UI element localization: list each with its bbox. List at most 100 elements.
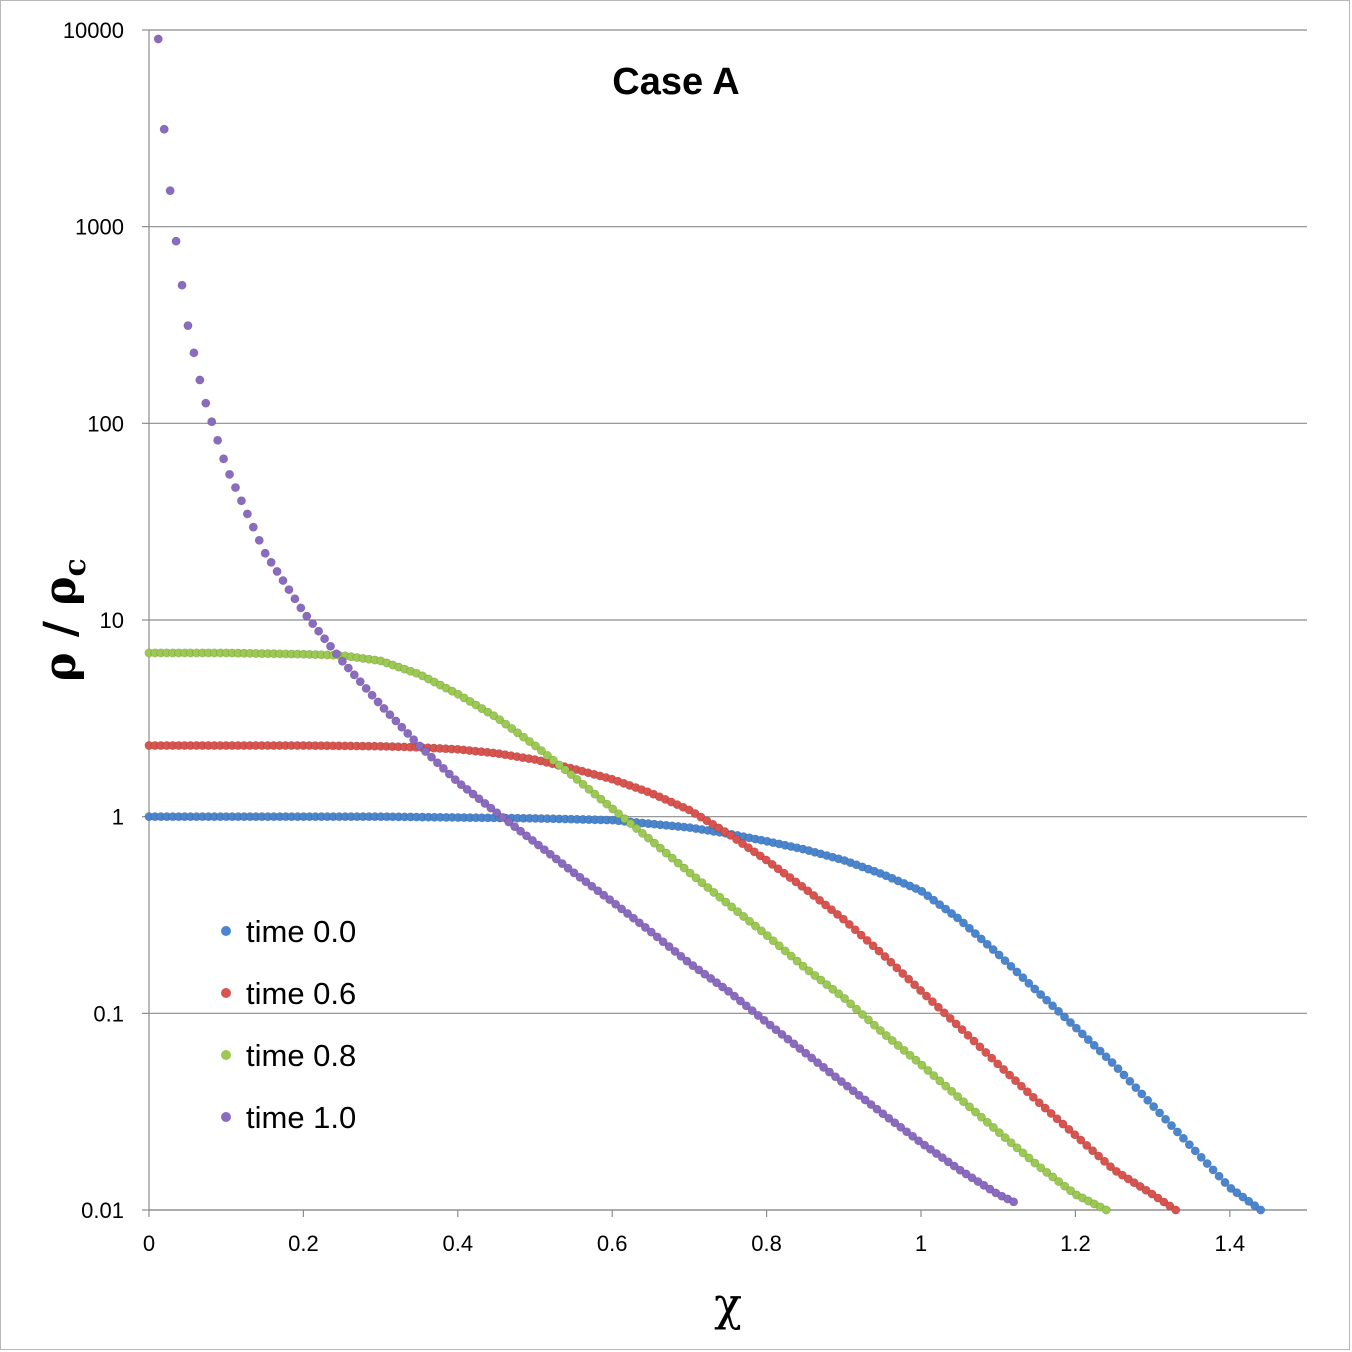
data-point [213,435,223,445]
data-point [557,859,567,869]
data-point [747,1006,757,1016]
x-tick-label: 1.2 [1060,1231,1091,1256]
data-point [165,186,175,196]
data-point [798,961,808,971]
data-point [987,1053,997,1063]
data-point [908,1131,918,1141]
data-point [664,942,674,952]
data-point [640,922,650,932]
data-point [533,840,543,850]
data-point [753,1011,763,1021]
data-point [830,1072,840,1082]
data-point [813,1058,823,1068]
data-point [1119,1070,1129,1080]
data-point [1048,1001,1058,1011]
legend-label: time 0.8 [246,1038,356,1073]
data-point [1018,973,1028,983]
data-point [1028,1092,1038,1102]
data-point [1009,1197,1019,1207]
data-point [970,1107,980,1117]
data-point [941,1081,951,1091]
data-point [706,973,716,983]
data-point [1232,1188,1242,1198]
data-point [599,890,609,900]
data-point [290,594,300,604]
data-point [911,1055,921,1065]
data-point [838,914,848,924]
data-point [1107,1058,1117,1068]
data-point [539,845,549,855]
data-point [887,1036,897,1046]
data-point [765,1020,775,1030]
data-point [507,723,517,733]
data-point [700,969,710,979]
data-point [953,1092,963,1102]
data-point [866,1100,876,1110]
data-point [1048,1172,1058,1182]
data-point [391,716,401,726]
data-point [432,758,442,768]
data-point [858,1010,868,1020]
data-point [1172,1127,1182,1137]
data-point [902,1127,912,1137]
data-point [361,683,371,693]
data-point [673,858,683,868]
data-point [709,887,719,897]
data-point [931,1149,941,1159]
data-point [828,984,838,994]
data-point [923,1065,933,1075]
data-point [638,828,648,838]
data-point [1113,1064,1123,1074]
data-point [1105,1162,1115,1172]
legend-marker [221,926,231,936]
data-point [976,934,986,944]
data-point [840,994,850,1004]
data-point [933,1002,943,1012]
data-point [729,991,739,1001]
data-point [945,1013,955,1023]
data-point [1125,1076,1135,1086]
data-point [947,1086,957,1096]
y-axis-label: ρ / ρc [35,558,93,682]
data-point [1250,1201,1260,1211]
data-point [720,827,730,837]
data-point [976,1112,986,1122]
data-point [649,838,659,848]
data-point [530,741,540,751]
data-point [385,710,395,720]
data-point [566,770,576,780]
data-point [1100,1156,1110,1166]
data-point [527,835,537,845]
x-tick-labels: 0 0.2 0.4 0.6 0.8 1 1.2 1.4 [143,1231,1245,1256]
data-point [1022,1087,1032,1097]
data-point [819,1062,829,1072]
data-point [964,923,974,933]
data-point [959,1097,969,1107]
y-tick-labels: 0.01 0.1 1 10 100 1000 10000 [63,18,124,1223]
data-point [1147,1189,1157,1199]
data-point [741,1001,751,1011]
data-point [1071,1023,1081,1033]
data-point [1161,1114,1171,1124]
data-point [884,1113,894,1123]
data-point [450,775,460,785]
data-point [718,982,728,992]
data-point [777,1029,787,1039]
data-point [201,398,211,408]
data-point [827,905,837,915]
data-point [970,929,980,939]
data-point [1030,984,1040,994]
data-point [745,916,755,926]
data-point [302,611,312,621]
data-points [144,34,1266,1215]
y-axis-label-main: ρ / ρ [35,577,86,682]
data-point [1202,1159,1212,1169]
data-point [337,656,347,666]
data-point [632,823,642,833]
data-point [816,975,826,985]
data-point [1184,1140,1194,1150]
data-point [809,891,819,901]
x-tick-label: 0.2 [288,1231,319,1256]
data-point [679,863,689,873]
data-point [492,808,502,818]
